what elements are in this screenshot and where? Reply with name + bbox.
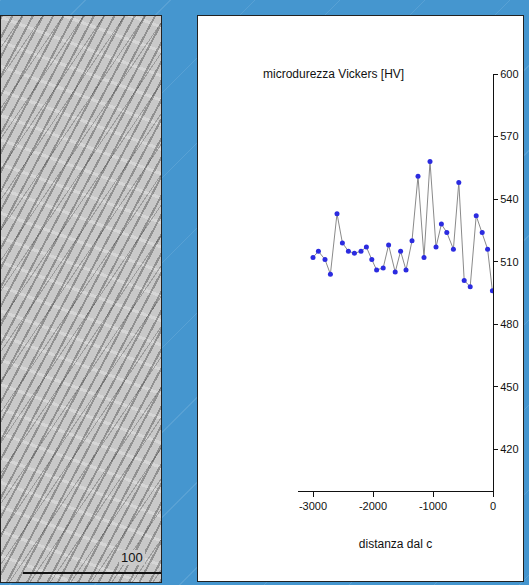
svg-text:-3000: -3000 <box>299 500 327 512</box>
svg-text:450: 450 <box>500 381 518 393</box>
svg-text:480: 480 <box>500 318 518 330</box>
svg-text:microdurezza Vickers [HV]: microdurezza Vickers [HV] <box>263 67 404 81</box>
svg-text:-1000: -1000 <box>419 500 447 512</box>
svg-text:420: 420 <box>500 443 518 455</box>
svg-text:540: 540 <box>500 193 518 205</box>
html-text:100: 100 <box>121 550 143 565</box>
svg-text:0: 0 <box>490 500 496 512</box>
svg-text:600: 600 <box>500 68 518 80</box>
svg-text:distanza dal c: distanza dal c <box>359 537 432 551</box>
svg-text:-2000: -2000 <box>359 500 387 512</box>
svg-text:570: 570 <box>500 130 518 142</box>
svg-text:510: 510 <box>500 256 518 268</box>
